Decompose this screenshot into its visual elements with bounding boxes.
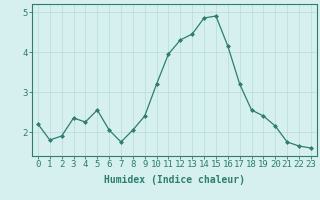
X-axis label: Humidex (Indice chaleur): Humidex (Indice chaleur) [104, 175, 245, 185]
